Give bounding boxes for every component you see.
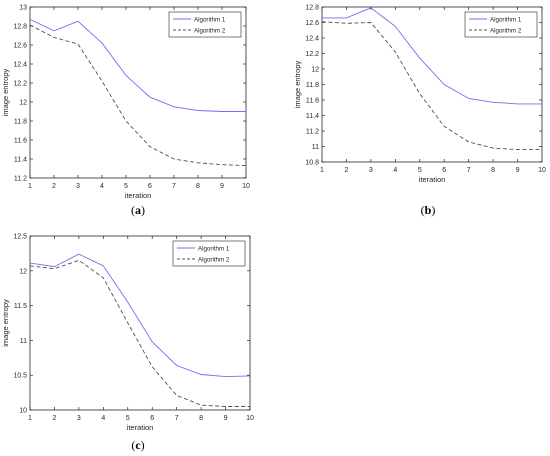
x-tick-label: 10 bbox=[538, 167, 546, 174]
x-tick-label: 4 bbox=[100, 183, 104, 190]
x-tick-label: 5 bbox=[126, 415, 130, 422]
y-tick-label: 11.6 bbox=[306, 98, 319, 105]
y-tick-label: 12.8 bbox=[13, 24, 27, 31]
x-tick-label: 3 bbox=[76, 183, 80, 190]
x-tick-label: 7 bbox=[175, 415, 179, 422]
legend-box bbox=[464, 11, 538, 38]
panel-caption: (c) bbox=[131, 438, 144, 452]
chart-panel-c: 1 2 3 4 5 6 7 8 9 101010.51111.51212.5iterationim… bbox=[1, 234, 254, 453]
legend-box bbox=[172, 240, 246, 267]
y-tick-label: 12.4 bbox=[305, 36, 319, 43]
y-tick-label: 12.8 bbox=[305, 5, 319, 12]
y-tick-label: 11.8 bbox=[306, 82, 319, 89]
legend-box bbox=[168, 11, 242, 38]
x-tick-label: 1 bbox=[28, 183, 32, 190]
x-tick-label: 7 bbox=[467, 167, 471, 174]
y-tick-label: 12 bbox=[311, 67, 319, 74]
series-line-2 bbox=[29, 24, 247, 167]
x-tick-label: 9 bbox=[220, 183, 224, 190]
y-tick-label: 11 bbox=[20, 338, 27, 345]
y-tick-label: 11.4 bbox=[306, 113, 319, 120]
y-tick-label: 11 bbox=[312, 144, 319, 151]
y-tick-label: 12.6 bbox=[305, 20, 319, 27]
x-tick-label: 2 bbox=[52, 415, 56, 422]
y-tick-label: 12 bbox=[19, 100, 27, 107]
legend-label-2: Algorithm 2 bbox=[194, 27, 226, 34]
y-tick-label: 10.8 bbox=[305, 160, 319, 167]
legend-label-1: Algorithm 1 bbox=[490, 16, 522, 23]
x-tick-label: 6 bbox=[442, 167, 446, 174]
y-axis-label: image entropy bbox=[1, 68, 10, 116]
x-tick-label: 1 bbox=[320, 167, 324, 174]
x-tick-label: 3 bbox=[369, 167, 373, 174]
x-tick-label: 9 bbox=[516, 167, 520, 174]
x-tick-label: 7 bbox=[172, 183, 176, 190]
y-tick-label: 11.2 bbox=[14, 176, 27, 183]
series-line-2 bbox=[321, 21, 542, 151]
y-tick-label: 12.5 bbox=[13, 234, 27, 241]
y-tick-label: 12.4 bbox=[13, 62, 27, 69]
x-axis-label: iteration bbox=[125, 191, 152, 200]
chart-panel-b: 1 2 3 4 5 6 7 8 9 1010.81111.211.411.611.81212.21… bbox=[293, 5, 546, 218]
y-tick-label: 11.6 bbox=[14, 138, 27, 145]
x-axis-label: iteration bbox=[419, 175, 446, 184]
x-tick-label: 4 bbox=[393, 167, 397, 174]
legend-label-1: Algorithm 1 bbox=[198, 245, 230, 252]
x-tick-label: 8 bbox=[199, 415, 203, 422]
x-tick-label: 2 bbox=[52, 183, 56, 190]
legend-label-1: Algorithm 1 bbox=[194, 16, 226, 23]
series-line-1 bbox=[322, 7, 542, 105]
x-tick-label: 10 bbox=[246, 415, 254, 422]
x-tick-label: 1 bbox=[28, 415, 32, 422]
y-axis-label: image entropy bbox=[1, 299, 10, 347]
x-tick-label: 6 bbox=[148, 183, 152, 190]
legend: Algorithm 1 Algorithm 2 bbox=[172, 240, 246, 267]
x-tick-label: 5 bbox=[124, 183, 128, 190]
x-tick-label: 6 bbox=[150, 415, 154, 422]
x-axis-label: iteration bbox=[127, 423, 154, 432]
chart-panel-a: 1 2 3 4 5 6 7 8 9 1011.211.411.611.81212.212.412.… bbox=[1, 5, 250, 218]
panel-caption: (a) bbox=[131, 203, 145, 217]
y-tick-label: 12.6 bbox=[13, 43, 27, 50]
legend-label-2: Algorithm 2 bbox=[490, 27, 522, 34]
y-tick-label: 12 bbox=[19, 268, 27, 275]
y-tick-label: 11.8 bbox=[14, 119, 27, 126]
y-tick-label: 11.4 bbox=[14, 157, 27, 164]
y-tick-label: 13 bbox=[19, 5, 27, 12]
x-tick-label: 8 bbox=[196, 183, 200, 190]
legend: Algorithm 1 Algorithm 2 bbox=[464, 11, 538, 38]
series-line-1 bbox=[29, 18, 246, 112]
x-tick-label: 2 bbox=[344, 167, 348, 174]
y-tick-label: 12.2 bbox=[13, 81, 27, 88]
x-tick-label: 3 bbox=[77, 415, 81, 422]
x-tick-label: 5 bbox=[418, 167, 422, 174]
x-tick-label: 4 bbox=[101, 415, 105, 422]
y-tick-label: 12.2 bbox=[305, 51, 319, 58]
y-tick-label: 10.5 bbox=[13, 373, 27, 380]
y-tick-label: 10 bbox=[19, 408, 27, 415]
legend-label-2: Algorithm 2 bbox=[198, 256, 230, 263]
series-line-2 bbox=[29, 259, 250, 407]
panel-caption: (b) bbox=[421, 203, 436, 217]
x-tick-label: 9 bbox=[224, 415, 228, 422]
y-tick-label: 11.5 bbox=[14, 303, 27, 310]
y-tick-label: 11.2 bbox=[306, 129, 319, 136]
x-tick-label: 10 bbox=[242, 183, 250, 190]
legend: Algorithm 1 Algorithm 2 bbox=[168, 11, 242, 38]
y-axis-label: image entropy bbox=[293, 60, 302, 108]
series-line-1 bbox=[29, 253, 251, 378]
x-tick-label: 8 bbox=[491, 167, 495, 174]
